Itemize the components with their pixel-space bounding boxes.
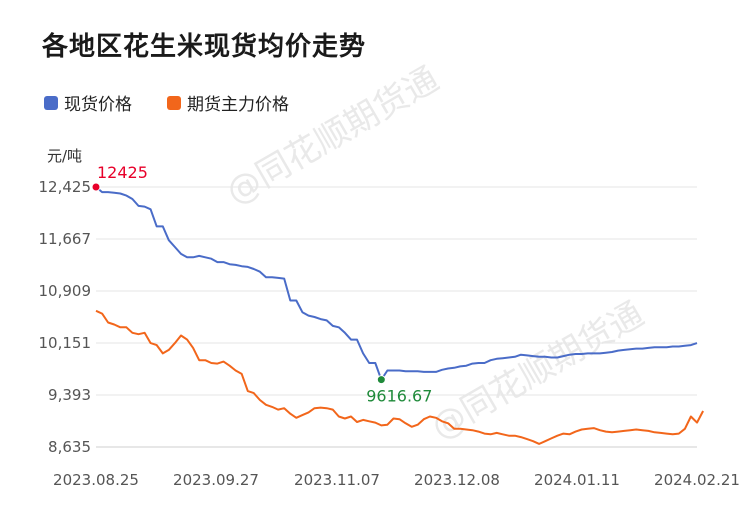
legend-swatch-spot	[44, 95, 58, 110]
legend-label-spot: 现货价格	[64, 95, 132, 115]
series-line-futures	[95, 309, 704, 445]
y-axis-ticks: 12,425 11,667 10,909 10,151 9,393 8,635	[39, 178, 92, 456]
x-tick-label: 2023.09.27	[173, 471, 259, 489]
x-tick-label: 2023.08.25	[53, 471, 139, 489]
legend-item-futures[interactable]: 期货主力价格	[167, 90, 289, 115]
min-point-marker	[376, 375, 386, 385]
x-tick-label: 2023.12.08	[414, 471, 500, 489]
y-tick-label: 11,667	[39, 230, 92, 248]
series-line-spot	[95, 186, 698, 381]
x-axis-ticks: 2023.08.25 2023.09.27 2023.11.07 2023.12.08…	[53, 471, 740, 489]
y-tick-label: 12,425	[39, 178, 92, 196]
x-tick-label: 2023.11.07	[294, 471, 380, 489]
watermark-layer: @同花顺期货通 @同花顺期货通	[220, 59, 651, 448]
max-value-label: 12425	[97, 163, 148, 182]
series-layer	[95, 186, 704, 445]
watermark-text: @同花顺期货通	[220, 59, 446, 213]
legend-swatch-futures	[167, 95, 181, 110]
max-point-marker	[91, 182, 101, 192]
grid-lines	[96, 186, 697, 448]
watermark-text: @同花顺期货通	[425, 294, 651, 448]
legend-label-futures: 期货主力价格	[187, 95, 289, 115]
x-tick-label: 2024.02.21	[654, 471, 740, 489]
y-tick-label: 9,393	[48, 386, 91, 404]
min-value-label: 9616.67	[366, 387, 432, 406]
annotation-layer: 12425 9616.67	[91, 163, 432, 406]
legend-item-spot[interactable]: 现货价格	[44, 90, 132, 115]
y-tick-label: 8,635	[48, 438, 91, 456]
x-tick-label: 2024.01.11	[534, 471, 620, 489]
y-tick-label: 10,909	[39, 282, 92, 300]
y-tick-label: 10,151	[39, 334, 92, 352]
y-axis-unit-label: 元/吨	[47, 147, 83, 165]
chart-title: 各地区花生米现货均价走势	[42, 32, 367, 62]
